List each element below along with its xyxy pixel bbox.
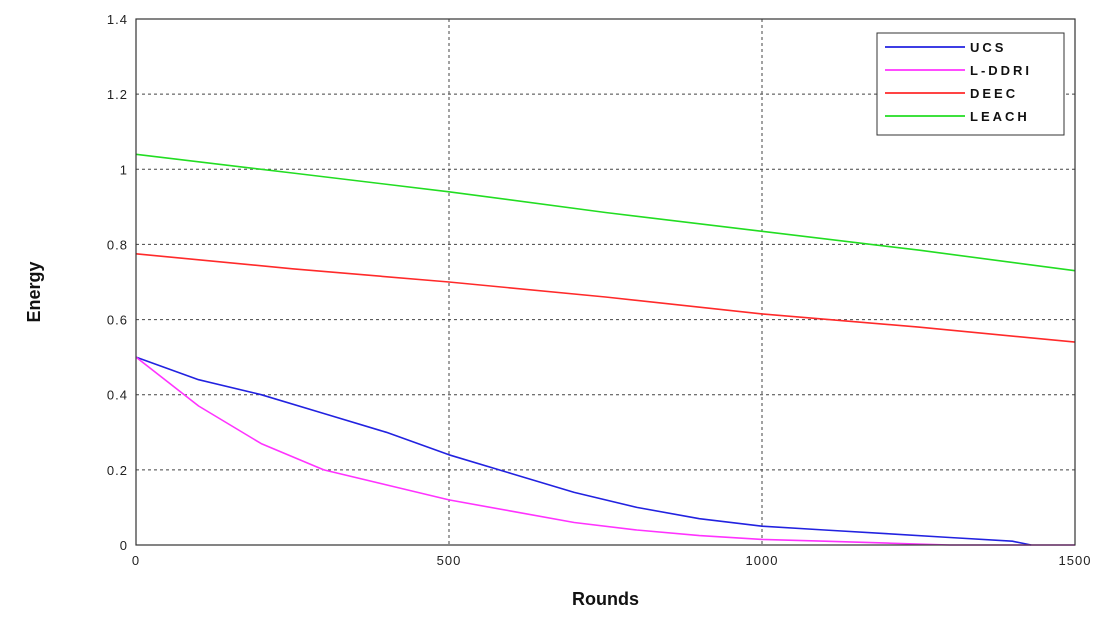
series-line-deec <box>135 253 1076 343</box>
x-axis-label: Rounds <box>572 589 639 609</box>
y-tick-label: 0 <box>120 538 128 553</box>
x-tick-label: 500 <box>437 553 462 568</box>
x-tick-label: 1500 <box>1059 553 1092 568</box>
legend-label: LEACH <box>970 109 1030 124</box>
series-line-ucs <box>135 356 1032 546</box>
tick-labels: 0 500 1000 1500 0 0.2 0.4 0.6 0.8 1 1.2 1.4 <box>107 12 1092 568</box>
legend: UCS L-DDRI DEEC LEACH <box>876 32 1065 136</box>
y-tick-label: 0.2 <box>107 463 128 478</box>
y-tick-label: 0.4 <box>107 388 128 403</box>
y-tick-label: 0.6 <box>107 313 128 328</box>
series-lines <box>135 153 1076 546</box>
plot-area-frame <box>135 18 1076 546</box>
series-line-l-ddri <box>135 356 1075 546</box>
legend-label: DEEC <box>970 86 1018 101</box>
legend-box <box>876 32 1065 136</box>
y-tick-label: 1.2 <box>107 87 128 102</box>
series-line-leach <box>135 153 1076 272</box>
y-tick-label: 0.8 <box>107 237 128 252</box>
y-axis-label: Energy <box>24 261 44 322</box>
legend-label: L-DDRI <box>970 63 1032 78</box>
x-tick-label: 0 <box>132 553 140 568</box>
grid-lines <box>136 19 1075 545</box>
x-tick-label: 1000 <box>746 553 779 568</box>
legend-label: UCS <box>970 40 1006 55</box>
y-tick-label: 1.4 <box>107 12 128 27</box>
y-tick-label: 1 <box>120 162 128 177</box>
